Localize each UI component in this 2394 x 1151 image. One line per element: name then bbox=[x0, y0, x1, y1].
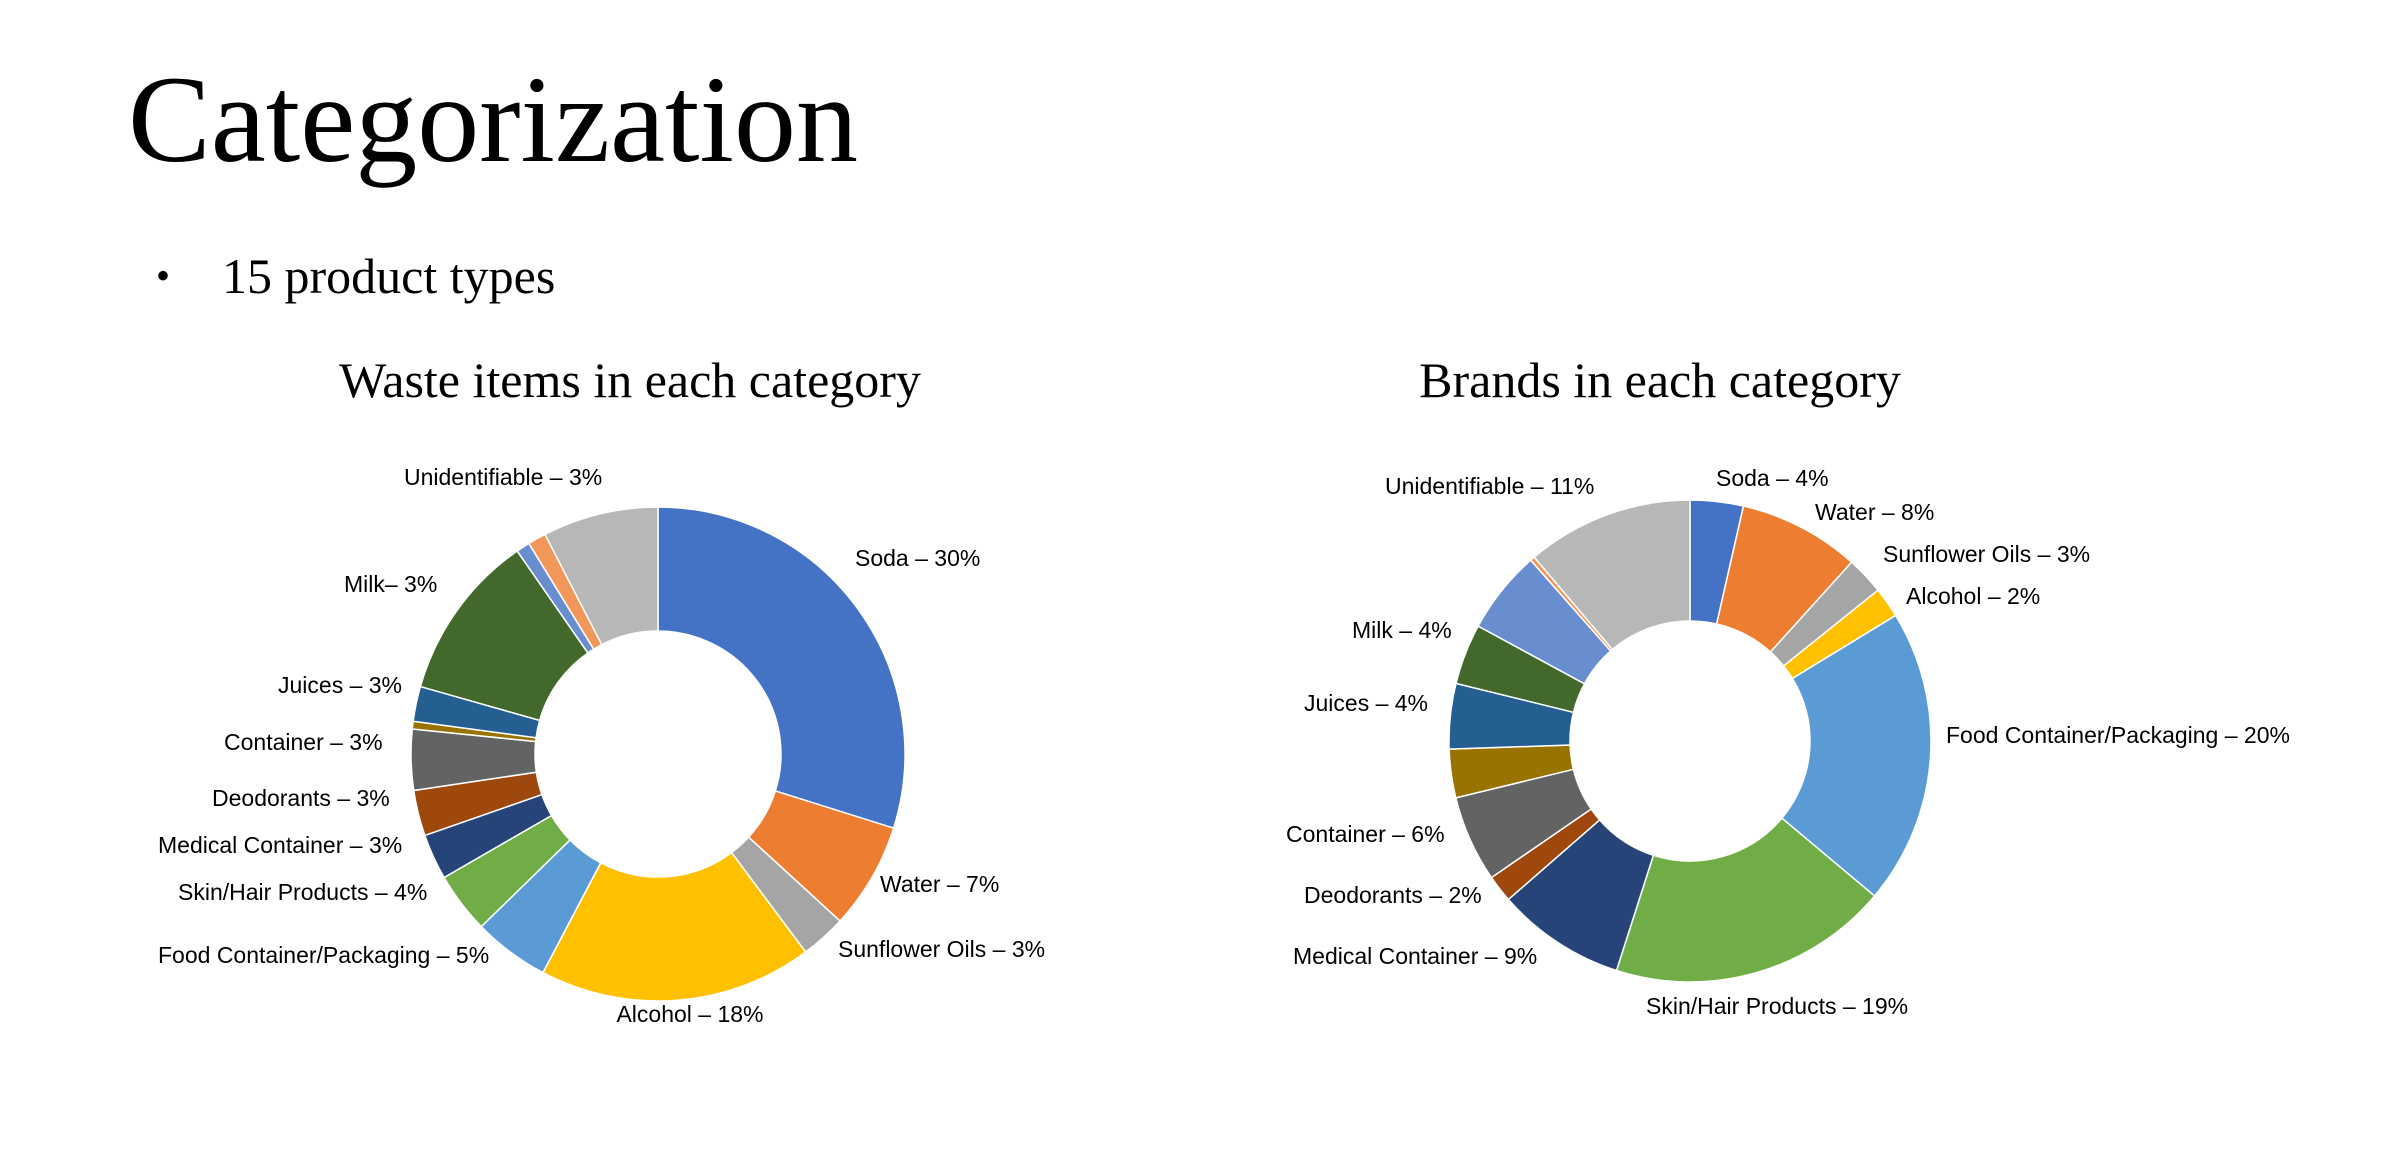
donut-chart-brands: Soda – 4% Water – 8% Sunflower Oils – 3% Al… bbox=[1286, 465, 2290, 1019]
donut-chart-waste-items: Soda – 30% Water – 7% Sunflower Oils – 3% A… bbox=[158, 464, 1045, 1027]
chart-title-waste-items: Waste items in each category bbox=[339, 352, 921, 408]
data-label: Deodorants – 2% bbox=[1304, 882, 1482, 908]
data-label: Milk – 4% bbox=[1352, 617, 1452, 643]
data-label: Soda – 4% bbox=[1716, 465, 1829, 491]
data-label: Unidentifiable – 3% bbox=[404, 464, 602, 490]
data-label: Sunflower Oils – 3% bbox=[838, 936, 1045, 962]
data-label: Container – 6% bbox=[1286, 821, 1445, 847]
chart-title-brands: Brands in each category bbox=[1419, 352, 1901, 408]
data-label: Container – 3% bbox=[224, 729, 383, 755]
data-label: Skin/Hair Products – 4% bbox=[178, 879, 427, 905]
data-label: Juices – 3% bbox=[278, 672, 402, 698]
data-label: Alcohol – 18% bbox=[616, 1001, 763, 1027]
donut-slice bbox=[1780, 614, 1932, 898]
data-label: Soda – 30% bbox=[855, 545, 980, 571]
data-label: Alcohol – 2% bbox=[1906, 583, 2040, 609]
donut-slice bbox=[541, 851, 807, 1002]
data-label: Juices – 4% bbox=[1304, 690, 1428, 716]
data-label: Food Container/Packaging – 5% bbox=[158, 942, 489, 968]
data-label: Milk– 3% bbox=[344, 571, 437, 597]
bullet-icon: • bbox=[156, 253, 171, 298]
donut-slice bbox=[1533, 499, 1691, 651]
donut-slice bbox=[657, 506, 906, 830]
data-label: Water – 7% bbox=[880, 871, 999, 897]
slide-title: Categorization bbox=[128, 51, 858, 188]
data-label: Unidentifiable – 11% bbox=[1385, 473, 1594, 499]
donut-slice bbox=[1615, 817, 1876, 983]
data-label: Medical Container – 3% bbox=[158, 832, 402, 858]
data-label: Skin/Hair Products – 19% bbox=[1646, 993, 1908, 1019]
bullet-text: 15 product types bbox=[222, 248, 556, 304]
bullet-item: • 15 product types bbox=[156, 246, 555, 306]
donut-slice bbox=[543, 506, 659, 646]
data-label: Sunflower Oils – 3% bbox=[1883, 541, 2090, 567]
data-label: Food Container/Packaging – 20% bbox=[1946, 722, 2290, 748]
data-label: Deodorants – 3% bbox=[212, 785, 390, 811]
data-label: Water – 8% bbox=[1815, 499, 1934, 525]
data-label: Medical Container – 9% bbox=[1293, 943, 1537, 969]
